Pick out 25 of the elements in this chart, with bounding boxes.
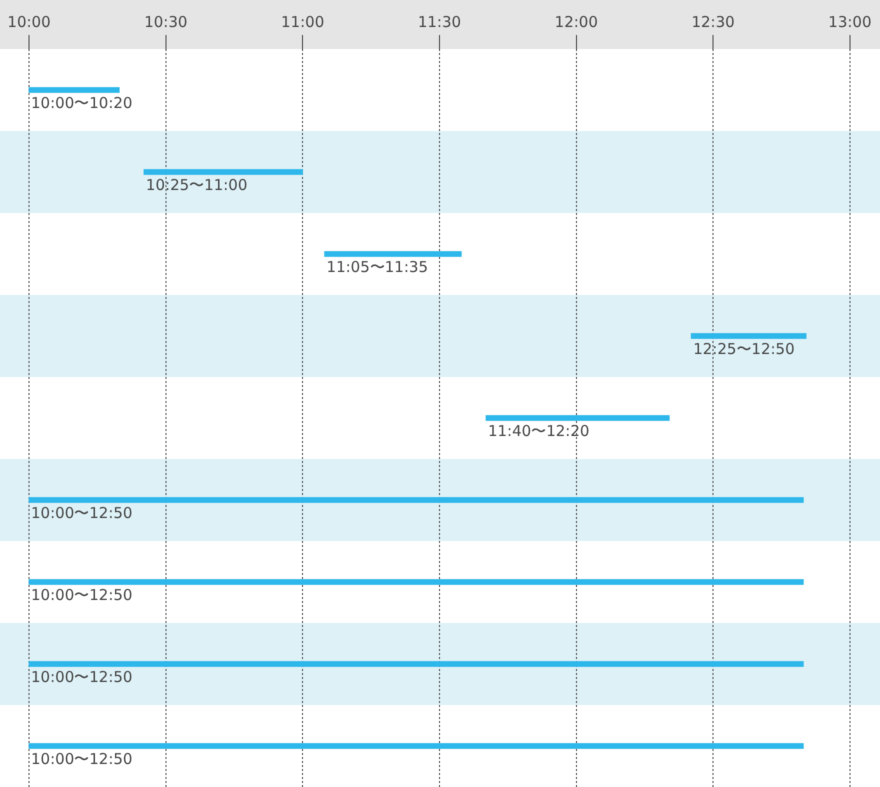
bar [144, 169, 303, 175]
bar [28, 87, 120, 93]
data-label: 10:00〜12:50 [31, 504, 132, 522]
bar [28, 743, 804, 749]
x-tick-label: 10:30 [144, 12, 188, 31]
bar [28, 579, 804, 585]
data-label: 10:25〜11:00 [146, 176, 248, 194]
data-label: 12:25〜12:50 [693, 340, 795, 358]
bar [486, 415, 670, 421]
x-tick-label: 11:00 [281, 12, 324, 31]
x-tick-label: 11:30 [418, 12, 462, 31]
data-label: 11:40〜12:20 [488, 422, 590, 440]
bar [28, 497, 804, 503]
data-label: 11:05〜11:35 [326, 258, 428, 276]
x-tick-label: 12:00 [554, 12, 598, 31]
data-label: 10:00〜12:50 [31, 668, 132, 686]
x-tick-label: 13:00 [828, 12, 872, 31]
bar [324, 251, 462, 257]
data-label: 10:00〜12:50 [31, 586, 132, 604]
x-tick-label: 12:30 [691, 12, 735, 31]
bar [28, 661, 804, 667]
x-tick-label: 10:00 [7, 12, 51, 31]
data-label: 10:00〜12:50 [31, 750, 132, 768]
data-label: 10:00〜10:20 [31, 94, 132, 112]
bar [690, 333, 806, 339]
